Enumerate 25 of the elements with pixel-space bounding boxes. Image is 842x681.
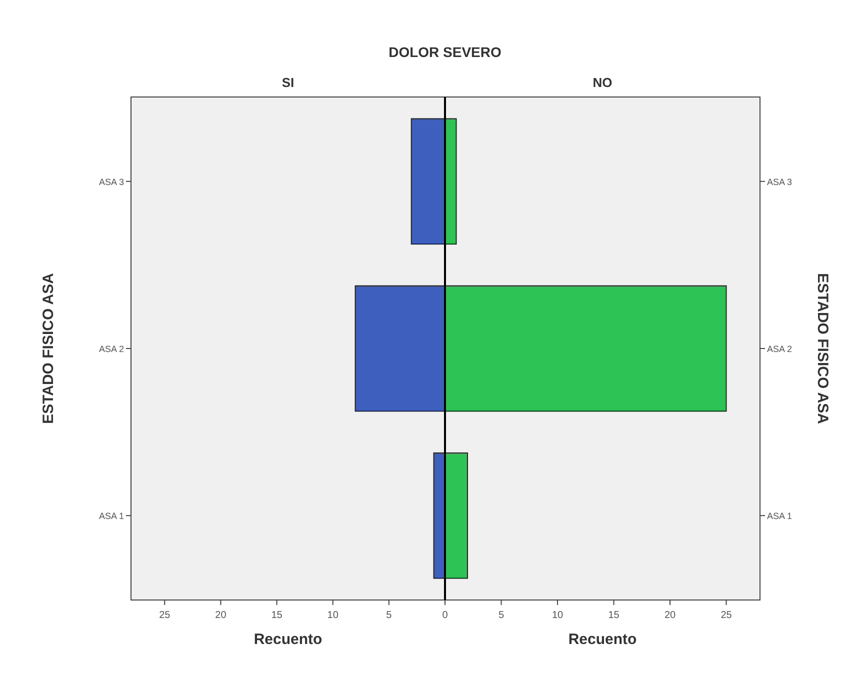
- y-tick-label: ASA 2: [767, 344, 792, 354]
- y-tick-label: ASA 2: [98, 344, 124, 354]
- y-axis-title: ESTADO FISICO ASA: [40, 272, 57, 424]
- x-tick-label: 10: [552, 610, 564, 621]
- x-axis-title: Recuento: [568, 631, 637, 648]
- x-tick-label: 20: [215, 610, 227, 621]
- y-tick-label: ASA 1: [98, 511, 124, 522]
- chart-subtitle: SI: [282, 75, 294, 90]
- chart-title: DOLOR SEVERO: [388, 44, 502, 60]
- x-tick-label: 5: [498, 610, 504, 621]
- x-tick-label: 20: [664, 610, 676, 621]
- x-tick-label: 15: [271, 610, 283, 621]
- x-tick-label: 25: [720, 610, 732, 621]
- y-axis-title: ESTADO FISICO ASA: [814, 273, 831, 424]
- x-tick-label: 0: [442, 610, 448, 621]
- x-axis-title: Recuento: [254, 631, 322, 648]
- x-tick-label: 25: [159, 610, 171, 621]
- y-tick-label: ASA 3: [98, 176, 124, 187]
- chart-subtitle: NO: [592, 75, 612, 90]
- x-tick-label: 15: [608, 610, 620, 621]
- bar: [354, 285, 446, 412]
- y-tick-label: ASA 3: [767, 176, 792, 187]
- x-tick-label: 10: [327, 610, 339, 621]
- x-tick-label: 5: [386, 610, 392, 621]
- y-tick-label: ASA 1: [767, 511, 792, 522]
